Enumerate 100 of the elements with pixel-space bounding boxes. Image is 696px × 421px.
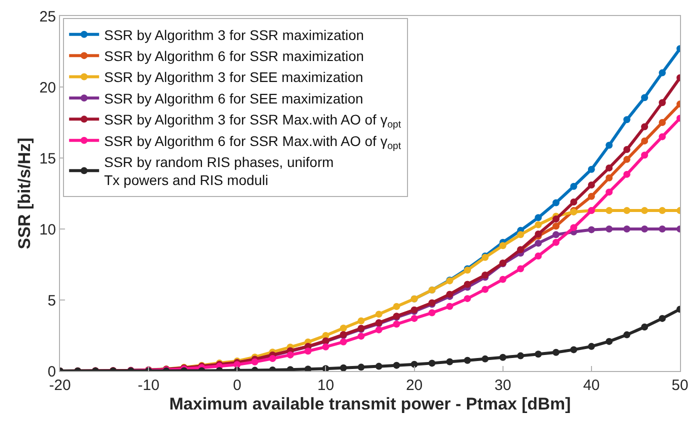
point (393, 320, 400, 328)
point (534, 230, 542, 238)
point (641, 94, 648, 102)
y-tick-label: 10 (39, 221, 56, 238)
point (340, 324, 347, 332)
point (606, 226, 613, 232)
point (358, 332, 365, 340)
point (570, 198, 578, 206)
point (375, 310, 382, 318)
legend-label: SSR by Algorithm 6 for SEE maximization (104, 90, 364, 106)
point (499, 276, 506, 283)
point (499, 242, 506, 250)
point (499, 354, 506, 361)
point (641, 137, 648, 144)
point (588, 342, 595, 350)
point (393, 303, 400, 310)
point (286, 351, 294, 358)
point (534, 221, 542, 228)
point (482, 286, 489, 293)
point (658, 314, 666, 322)
point (534, 350, 542, 358)
x-tick-label: 0 (232, 377, 242, 394)
x-tick-label: 50 (672, 377, 688, 394)
legend-label: SSR by Algorithm 3 for SSR maximization (104, 26, 364, 43)
point (340, 364, 347, 371)
point (623, 116, 630, 124)
point (641, 226, 648, 232)
point (552, 199, 560, 206)
point (304, 366, 312, 371)
point (534, 214, 542, 222)
point (588, 181, 595, 188)
point (428, 309, 436, 316)
point (623, 207, 630, 214)
point (552, 238, 560, 246)
point (251, 358, 258, 366)
point (517, 352, 524, 360)
y-tick-label: 5 (48, 292, 56, 310)
x-tick-label: 30 (494, 377, 512, 394)
point (358, 317, 365, 324)
point (606, 142, 613, 149)
point (534, 252, 542, 260)
point (375, 326, 382, 334)
point (606, 174, 613, 182)
x-tick-label: 40 (583, 377, 600, 394)
point (606, 338, 613, 345)
legend-label: SSR by random RIS phases, uniform Tx powers and RIS moduli (104, 154, 334, 188)
point (269, 355, 276, 362)
point (517, 265, 524, 272)
point (606, 164, 613, 172)
point (428, 360, 436, 367)
point (623, 146, 630, 153)
point (464, 356, 471, 364)
point (641, 123, 648, 130)
point (623, 156, 630, 163)
point (570, 224, 578, 232)
point (658, 226, 666, 232)
point (570, 346, 578, 354)
point (446, 302, 454, 310)
point (658, 119, 666, 126)
legend-label: SSR by Algorithm 6 for SSR Max.with AO of γ$_{opt}$ (104, 132, 402, 152)
point (588, 226, 595, 234)
legend-label: SSR by Algorithm 3 for SSR Max.with AO of γ$_{opt}$ (104, 112, 402, 131)
point (304, 348, 312, 355)
point (375, 362, 382, 370)
point (340, 338, 347, 346)
point (658, 69, 666, 76)
x-axis-title: Maximum available transmit power - Ptmax [dBm] (169, 394, 571, 414)
y-tick-label: 15 (39, 150, 56, 168)
x-tick-label: -10 (138, 377, 160, 394)
point (623, 331, 630, 338)
point (482, 355, 489, 362)
point (464, 295, 471, 302)
point (623, 226, 630, 232)
y-axis-title: SSR [bit/s/Hz] (14, 138, 34, 250)
point (588, 166, 595, 173)
point (623, 170, 630, 178)
point (658, 207, 666, 214)
point (446, 358, 454, 366)
point (552, 348, 560, 356)
point (641, 323, 648, 330)
x-tick-label: 20 (406, 377, 423, 394)
y-tick-label: 25 (39, 8, 56, 26)
point (658, 99, 666, 106)
point (322, 343, 330, 350)
point (534, 240, 542, 247)
point (606, 207, 613, 214)
point (358, 364, 365, 371)
point (658, 133, 666, 140)
point (410, 360, 418, 368)
point (606, 188, 613, 196)
point (552, 222, 560, 230)
legend-label: SSR by Algorithm 6 for SSR maximization (104, 48, 364, 64)
point (552, 216, 560, 223)
point (517, 231, 524, 238)
point (641, 207, 648, 214)
legend-label: SSR by Algorithm 3 for SEE maximization (104, 69, 364, 86)
point (410, 314, 418, 322)
point (393, 362, 400, 369)
y-tick-label: 20 (39, 79, 56, 96)
point (641, 152, 648, 159)
